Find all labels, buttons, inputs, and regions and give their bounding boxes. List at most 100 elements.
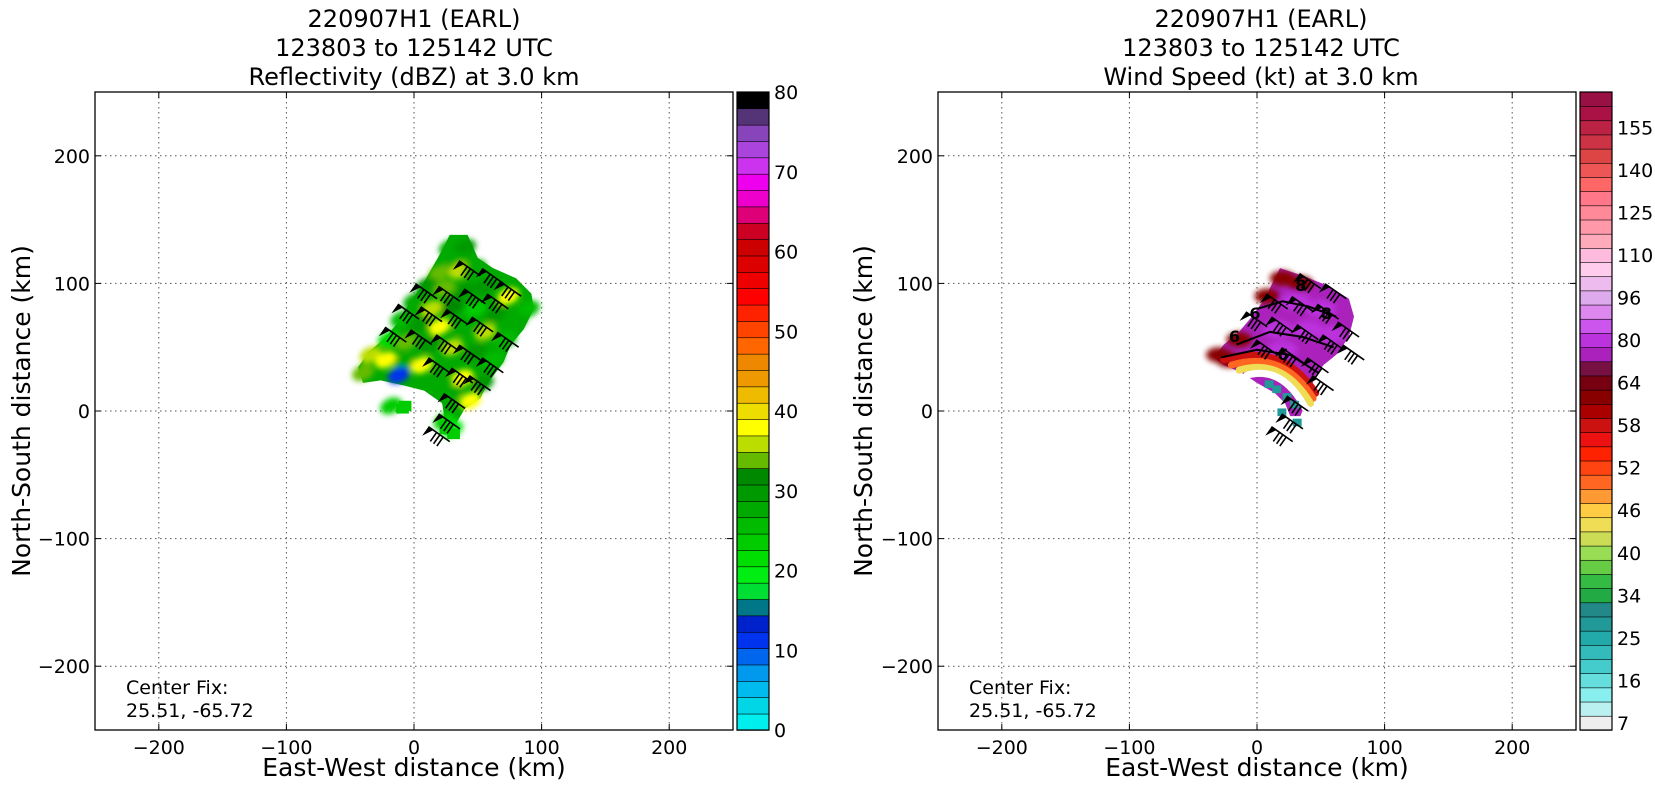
wind-fragment <box>1264 380 1274 389</box>
grid-lines <box>938 92 1576 730</box>
colorbar-tick-label: 140 <box>1617 160 1653 182</box>
barb-feather <box>454 319 462 330</box>
barb-feather <box>399 309 407 320</box>
colorbar-swatch <box>1579 148 1613 164</box>
wind-barb <box>493 280 522 302</box>
barb-feather <box>460 266 468 277</box>
echo-cell <box>474 277 497 295</box>
colorbar-swatch <box>736 631 770 649</box>
contour-label: 8 <box>1295 276 1306 295</box>
title-line-3: Reflectivity (dBZ) at 3.0 km <box>248 63 580 91</box>
echo-cell <box>459 392 482 410</box>
colorbar-tick-label: 125 <box>1617 203 1653 225</box>
colorbar-swatch <box>736 500 770 519</box>
barb-flag <box>1336 345 1348 355</box>
barb-feather <box>1299 306 1308 317</box>
barb-feather <box>471 298 480 309</box>
barb-feather <box>1298 329 1306 340</box>
barb-feather <box>463 352 472 363</box>
colorbar-swatch <box>736 435 770 453</box>
colorbar-tick-label: 155 <box>1617 117 1653 139</box>
colorbar-tick-label: 20 <box>774 561 798 583</box>
barb-feather <box>386 332 394 343</box>
colorbar-swatch <box>1579 91 1613 107</box>
wind-barb <box>1290 323 1319 345</box>
y-tick-label: −100 <box>881 529 933 551</box>
wind-barb <box>475 267 504 289</box>
colorbar-tick-label: 16 <box>1617 670 1641 692</box>
colorbar-swatch <box>736 304 770 322</box>
contour-line <box>1256 300 1337 318</box>
wind-barb <box>1260 293 1289 314</box>
barb-feather <box>1263 349 1272 360</box>
barb-flag <box>409 283 421 293</box>
barb-feather <box>1250 319 1259 330</box>
x-tick-label: −100 <box>1103 737 1155 759</box>
y-tick-label: 100 <box>54 273 90 295</box>
barb-shaft <box>1270 316 1294 333</box>
colorbar-tick-label: 70 <box>774 162 798 184</box>
echo-cell <box>464 343 487 361</box>
barb-feather <box>437 340 445 351</box>
barb-feather <box>1344 350 1352 361</box>
chart-title-left: 220907H1 (EARL) 123803 to 125142 UTC Ref… <box>104 5 724 92</box>
barb-flag <box>465 316 477 326</box>
barb-feather <box>429 431 438 442</box>
barb-feather <box>1318 309 1327 320</box>
barb-flag <box>437 393 449 403</box>
wind-barb <box>422 426 451 447</box>
barb-shaft <box>1281 346 1304 364</box>
echo-cell <box>420 300 443 318</box>
barb-feather <box>447 314 456 325</box>
barb-feather <box>504 288 513 299</box>
echo-cell <box>482 351 505 369</box>
barb-feather <box>446 296 455 307</box>
barb-shaft <box>1265 293 1289 310</box>
center-fix-value: 25.51, -65.72 <box>126 700 254 722</box>
barb-feather <box>1282 419 1291 430</box>
barb-shaft <box>1270 426 1294 443</box>
colorbar-tick-label: 64 <box>1617 373 1641 395</box>
colorbar-swatch <box>1579 346 1613 363</box>
barb-feather <box>436 436 444 447</box>
barb-flag <box>1265 316 1277 326</box>
barb-feather <box>432 434 441 445</box>
colorbar-swatch <box>1579 701 1613 717</box>
colorbar-swatch <box>1579 403 1613 419</box>
barb-feather <box>1289 423 1298 434</box>
colorbar-swatch <box>1579 587 1613 604</box>
barb-feather <box>439 419 448 430</box>
barb-feather <box>473 322 481 333</box>
barb-feather <box>444 398 453 409</box>
colorbar-swatch <box>1579 233 1613 249</box>
barb-feather <box>466 270 475 281</box>
barb-flag <box>475 357 487 367</box>
barb-feather <box>402 311 410 322</box>
barb-feather <box>501 286 509 297</box>
colorbar-tick-label: 46 <box>1617 500 1641 522</box>
colorbar-tick-label: 80 <box>1617 330 1641 352</box>
barb-feather <box>392 337 401 347</box>
wind-barb <box>432 285 461 307</box>
wind-fragment <box>1290 400 1300 409</box>
barb-feather <box>1296 304 1304 315</box>
barb-flag <box>1316 334 1328 344</box>
colorbar-tick-label: 0 <box>774 720 786 742</box>
y-tick-label: 200 <box>54 146 90 168</box>
barb-feather <box>451 403 460 414</box>
colorbar-swatch <box>736 189 770 208</box>
barb-flag <box>404 329 416 339</box>
barb-feather <box>1339 327 1347 338</box>
barb-shaft <box>438 285 461 302</box>
colorbar-swatch <box>736 402 770 420</box>
colorbar-tick-label: 40 <box>1617 543 1641 565</box>
barb-feather <box>483 363 491 374</box>
barb-flag <box>422 357 434 367</box>
wind-fragment <box>1272 385 1282 394</box>
colorbar-swatch <box>736 713 770 731</box>
colorbar-frame <box>1579 91 1613 731</box>
x-tick-label: 100 <box>1366 737 1402 759</box>
colorbar-tick-label: 30 <box>774 481 798 503</box>
barb-feather <box>1332 293 1341 304</box>
barb-feather <box>470 380 479 391</box>
